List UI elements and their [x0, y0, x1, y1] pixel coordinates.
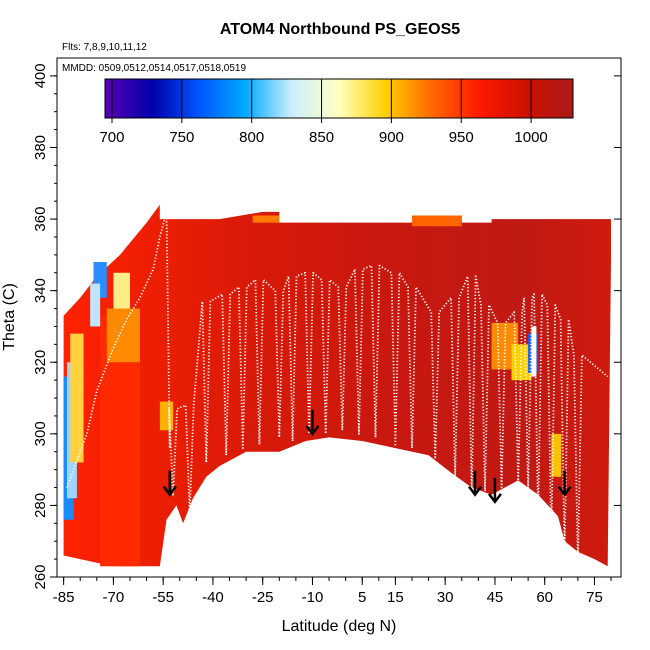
colorbar-tick-label: 750: [169, 129, 194, 146]
profile-arrow: [487, 477, 502, 504]
colorbar-tick-label: 1000: [514, 129, 547, 146]
colorbar-bar: [104, 78, 574, 119]
colorbar-tick-label: 850: [309, 129, 334, 146]
x-tick-label: 60: [536, 589, 553, 606]
y-tick-label: 360: [32, 207, 49, 232]
profile-arrow: [305, 409, 320, 436]
plot-area: [63, 204, 612, 567]
pale-blue-patch: [90, 283, 101, 327]
x-tick-label: 30: [437, 589, 454, 606]
x-tick-label: -85: [53, 589, 75, 606]
white-streak-north: [531, 326, 537, 377]
x-axis-label: Latitude (deg N): [282, 618, 397, 635]
mid-pressure-patch: [70, 333, 84, 463]
profile-arrow: [162, 470, 177, 497]
orange-strip-top: [252, 215, 280, 223]
x-tick-label: -70: [103, 589, 125, 606]
profile-arrows: [162, 409, 572, 504]
colorbar-tick-label: 900: [379, 129, 404, 146]
y-tick-label: 400: [32, 63, 49, 88]
orange-patch: [106, 308, 140, 363]
y-tick-label: 380: [32, 135, 49, 160]
flights-annotation: Flts: 7,8,9,10,11,12: [62, 42, 147, 53]
x-tick-label: -10: [302, 589, 324, 606]
y-axis-label: Theta (C): [1, 283, 18, 351]
y-tick-label: 280: [32, 493, 49, 518]
y-tick-label: 300: [32, 421, 49, 446]
colorbar-tick-label: 950: [449, 129, 474, 146]
profile-arrow: [557, 470, 572, 497]
orange-strip-top-2: [411, 215, 462, 227]
y-tick-label: 260: [32, 564, 49, 589]
plot-frame: [56, 57, 622, 578]
yellow-patch-north: [511, 344, 532, 381]
x-tick-label: 5: [358, 589, 366, 606]
x-axis: -85 -70 -55 -40 -25 -10 5 15 30 45 60 75: [53, 577, 612, 606]
chart-title: ATOM4 Northbound PS_GEOS5: [220, 21, 460, 38]
x-tick-label: 75: [586, 589, 603, 606]
yellow-patch-far-north: [551, 433, 562, 477]
y-tick-label: 320: [32, 350, 49, 375]
colorbar: 700 750 800 850 900 950 1000: [99, 78, 574, 146]
field-features: [63, 215, 562, 567]
colorbar-tick-label: 800: [239, 129, 264, 146]
dates-annotation: MMDD: 0509,0512,0514,0517,0518,0519: [62, 63, 246, 74]
psurf-field: [63, 204, 612, 567]
flight-profiles: [66, 211, 609, 564]
colorbar-tick-label: 700: [99, 129, 124, 146]
colorbar-ticks: 700 750 800 850 900 950 1000: [99, 79, 548, 146]
x-tick-label: -40: [202, 589, 224, 606]
x-tick-label: -55: [152, 589, 174, 606]
yellow-patch-south: [159, 401, 174, 431]
y-tick-label: 340: [32, 278, 49, 303]
x-tick-label: 15: [387, 589, 404, 606]
y-axis: 260 280 300 320 340 360 380 400: [32, 63, 621, 590]
x-tick-label: -25: [252, 589, 274, 606]
flight-track: [66, 211, 609, 564]
profile-arrow: [468, 470, 483, 497]
x-tick-label: 45: [487, 589, 504, 606]
